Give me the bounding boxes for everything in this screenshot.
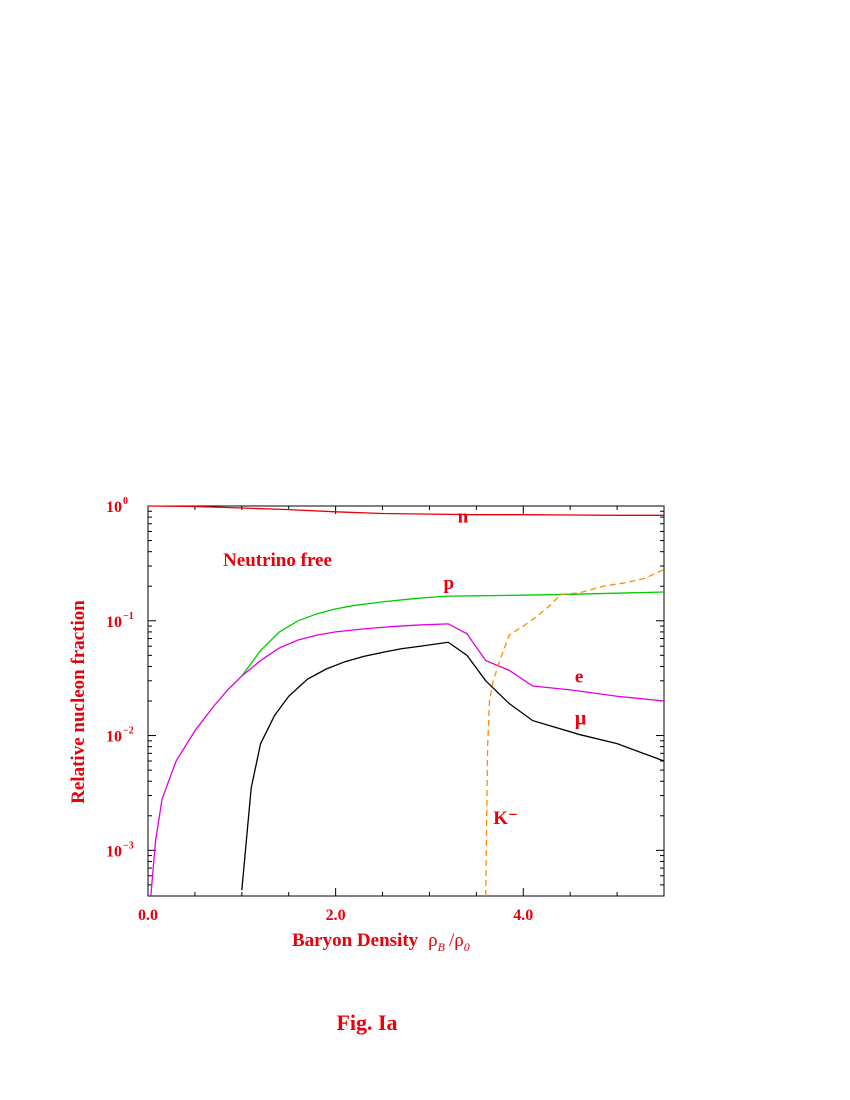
y-tick-exponent: −1 [123,611,134,622]
y-tick-exponent: 0 [123,496,128,507]
chart-annotation: Neutrino free [223,550,332,571]
series-line [241,591,665,677]
y-tick-exponent: −2 [123,726,134,737]
y-axis-title: Relative nucleon fraction [68,600,89,804]
series-label: p [444,573,455,594]
y-tick-label: 10 [106,614,122,631]
y-tick-label: 10 [106,729,122,746]
y-tick-exponent: −3 [123,840,134,851]
series-line [485,568,665,897]
series-label: μ [575,707,587,729]
y-tick-label: 10 [106,499,122,516]
figure-caption: Fig. Ia [336,1010,397,1035]
series-label: K⁻ [493,808,518,829]
series-line [241,641,665,891]
x-tick-label: 0.0 [138,907,158,924]
series-label: e [575,666,583,687]
labels-layer: n p eμ K⁻ [444,506,587,829]
x-axis-title: Baryon Density ρB/ρ0 [292,930,470,954]
series-layer [147,505,665,897]
x-tick-label: 2.0 [326,907,346,924]
series-label: n [458,506,469,527]
x-tick-label: 4.0 [513,907,533,924]
series-line [147,505,664,516]
y-tick-label: 10 [106,843,122,860]
series-line [150,623,665,897]
